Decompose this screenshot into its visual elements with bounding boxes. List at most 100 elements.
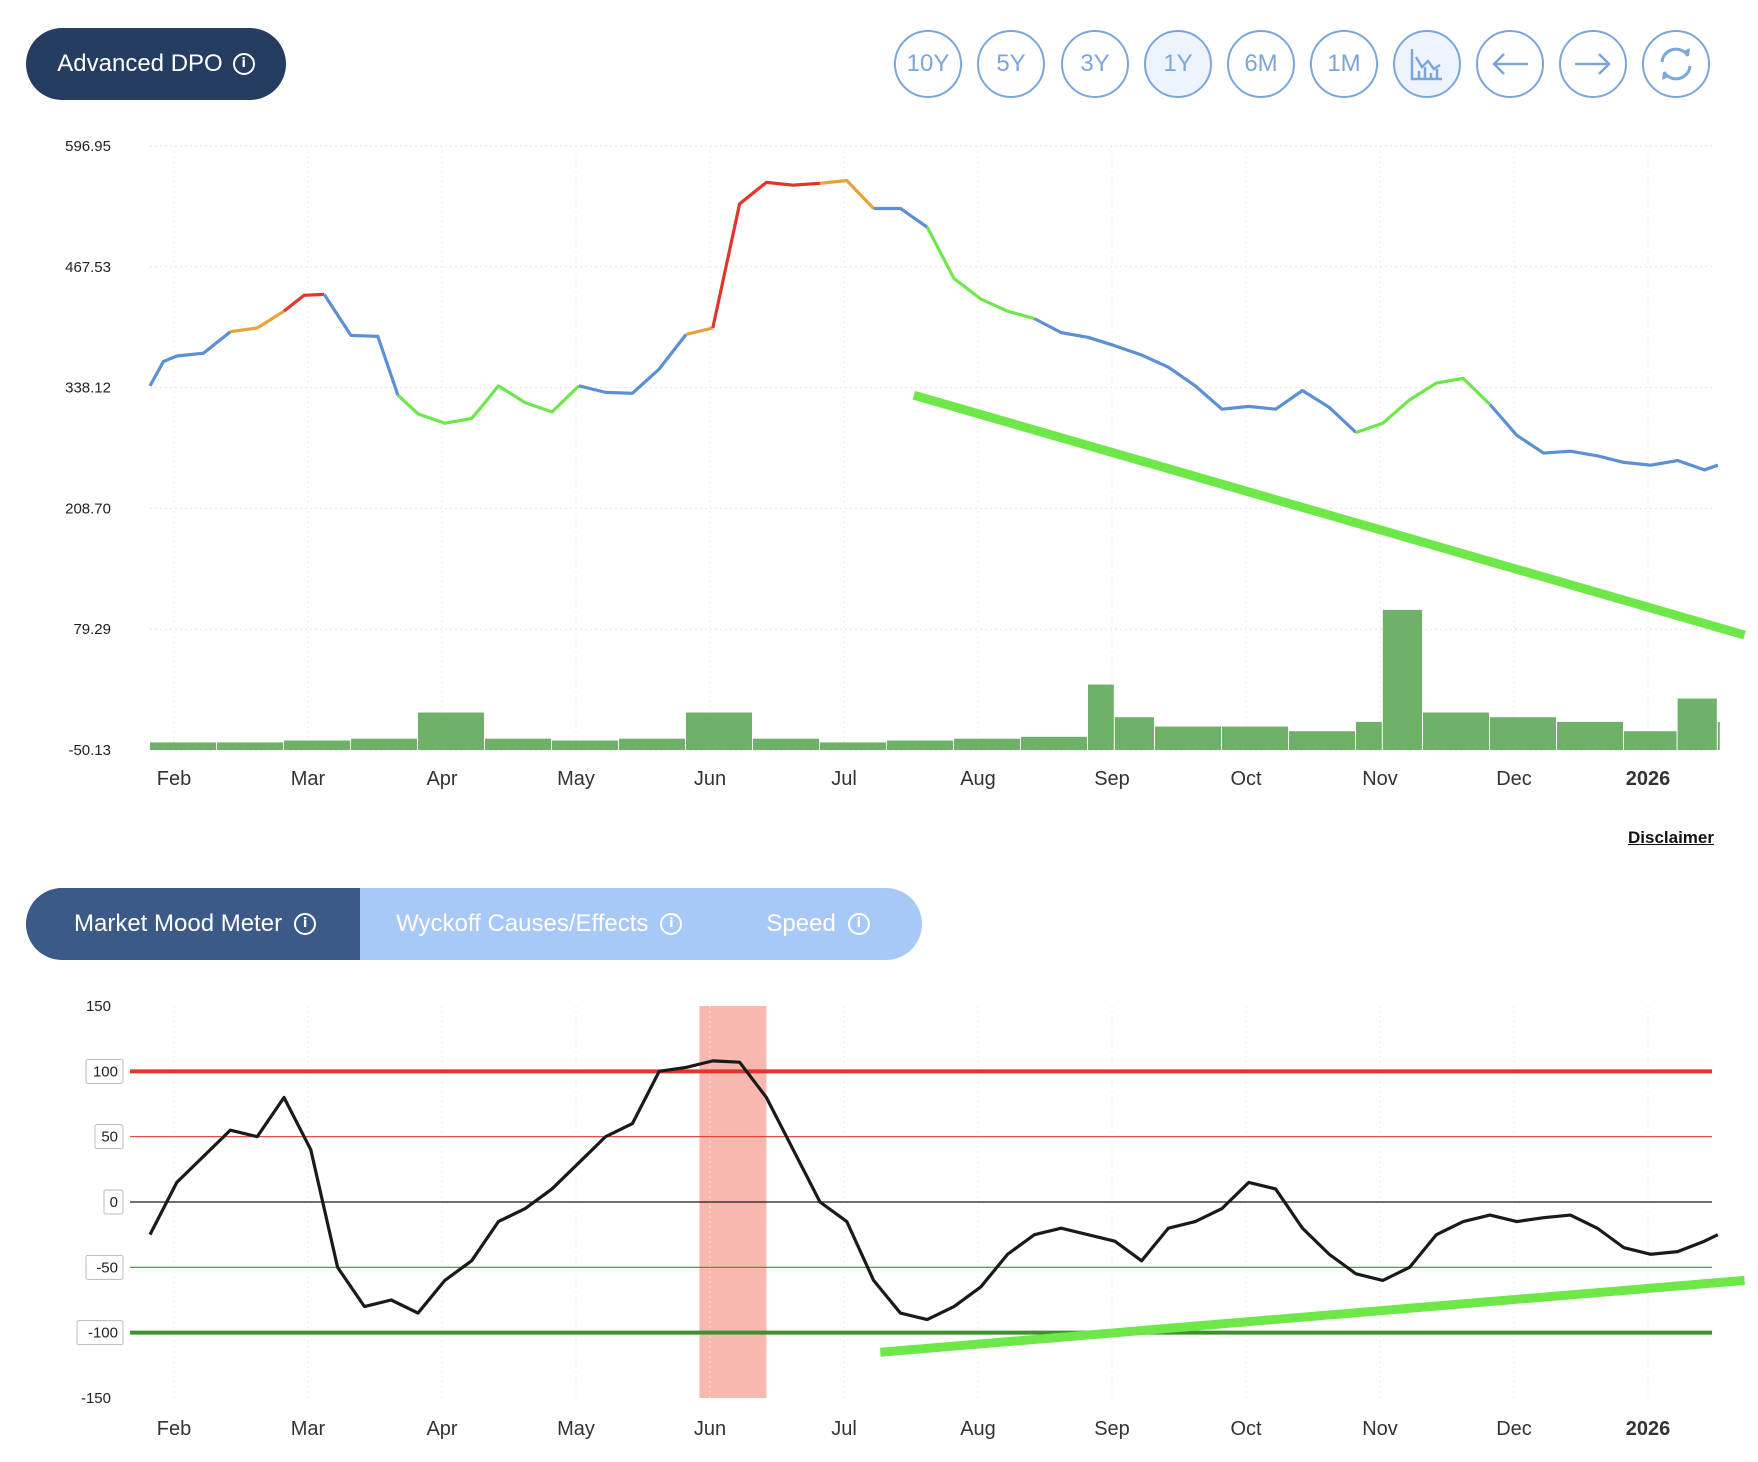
volume-bar bbox=[1088, 684, 1114, 750]
range-button-1m[interactable]: 1M bbox=[1310, 30, 1378, 98]
y-tick-label: -50 bbox=[96, 1259, 118, 1276]
info-icon[interactable]: i bbox=[847, 913, 870, 935]
range-label: 1Y bbox=[1163, 50, 1193, 77]
x-tick-label: Nov bbox=[1362, 1418, 1398, 1440]
x-tick-label: Aug bbox=[960, 1418, 996, 1440]
prev-button[interactable] bbox=[1476, 30, 1544, 98]
chart-type-button[interactable] bbox=[1393, 30, 1461, 98]
disclaimer-link[interactable]: Disclaimer bbox=[1628, 828, 1714, 847]
price-line-segment bbox=[1488, 403, 1719, 472]
x-tick-label: Jun bbox=[694, 1418, 726, 1440]
volume-bar bbox=[1557, 721, 1623, 750]
range-button-6m[interactable]: 6M bbox=[1227, 30, 1295, 98]
x-tick-label: 2026 bbox=[1626, 768, 1671, 790]
range-button-10y[interactable]: 10Y bbox=[894, 30, 962, 98]
y-tick-label: -50.13 bbox=[68, 742, 111, 759]
x-tick-label: Mar bbox=[291, 768, 326, 790]
x-tick-label: Feb bbox=[157, 768, 191, 790]
price-line-segment bbox=[230, 309, 285, 334]
y-tick-label: 0 bbox=[110, 1194, 118, 1211]
volume-bar bbox=[1021, 736, 1087, 750]
y-tick-label: 467.53 bbox=[65, 259, 111, 276]
indicator-tabs: Market Mood Meter i Wyckoff Causes/Effec… bbox=[26, 888, 922, 960]
trend-line bbox=[879, 1275, 1745, 1357]
tab-label: Market Mood Meter bbox=[74, 910, 283, 937]
arrow-left-icon bbox=[1492, 53, 1528, 75]
range-label: 1M bbox=[1327, 50, 1361, 77]
x-tick-label: Apr bbox=[426, 1418, 457, 1440]
volume-bar bbox=[954, 738, 1020, 750]
volume-bar bbox=[217, 742, 283, 750]
price-line-segment bbox=[685, 326, 714, 337]
x-tick-label: Oct bbox=[1230, 768, 1262, 790]
next-button[interactable] bbox=[1559, 30, 1627, 98]
y-tick-label: 596.95 bbox=[65, 138, 111, 155]
x-tick-label: Jul bbox=[831, 768, 857, 790]
x-tick-label: Oct bbox=[1230, 1418, 1262, 1440]
info-icon[interactable]: i bbox=[660, 913, 683, 935]
dpo-price-chart: 596.95 467.53 338.12 208.70 79.29 -50.13 Feb Ma… bbox=[65, 138, 1746, 790]
x-tick-label: May bbox=[557, 1418, 595, 1440]
range-button-3y[interactable]: 3Y bbox=[1061, 30, 1129, 98]
price-line-segment bbox=[1355, 376, 1492, 435]
volume-bar bbox=[1624, 731, 1677, 750]
tab-wyckoff[interactable]: Wyckoff Causes/Effects i bbox=[360, 888, 683, 960]
price-line-segment bbox=[578, 333, 688, 395]
y-tick-label: 150 bbox=[86, 998, 111, 1015]
y-tick-label: 100 bbox=[93, 1063, 118, 1080]
y-tick-box bbox=[76, 1320, 124, 1346]
y-tick-label: 208.70 bbox=[65, 500, 111, 517]
chart-type-icon bbox=[1410, 49, 1442, 81]
market-mood-chart: Feb Mar Apr May Jun Jul Aug Sep Oct Nov Dec 2026 150… bbox=[76, 998, 1745, 1440]
volume-bar bbox=[1155, 726, 1221, 750]
price-line-segment bbox=[322, 293, 400, 396]
price-line-segment bbox=[711, 180, 821, 329]
x-tick-label: Apr bbox=[426, 768, 457, 790]
x-tick-label: Mar bbox=[291, 1418, 326, 1440]
tab-market-mood-meter[interactable]: Market Mood Meter i bbox=[26, 888, 361, 960]
volume-bar bbox=[418, 712, 484, 750]
price-line-segment bbox=[925, 226, 1035, 321]
volume-bar bbox=[284, 740, 350, 750]
price-line-segment bbox=[1033, 317, 1358, 434]
info-icon[interactable]: i bbox=[232, 53, 255, 75]
y-tick-box bbox=[85, 1058, 124, 1084]
price-line-segment bbox=[148, 330, 232, 387]
y-tick-label: 50 bbox=[101, 1129, 118, 1146]
volume-bar bbox=[351, 738, 417, 750]
refresh-button[interactable] bbox=[1642, 30, 1710, 98]
arrow-right-icon bbox=[1575, 53, 1611, 75]
volume-bar bbox=[1717, 721, 1720, 750]
range-label: 6M bbox=[1244, 50, 1278, 77]
advanced-dpo-badge[interactable]: Advanced DPO i bbox=[26, 28, 286, 100]
info-icon[interactable]: i bbox=[294, 913, 317, 935]
price-line-segment bbox=[396, 384, 580, 425]
trend-line bbox=[912, 390, 1746, 640]
volume-bar bbox=[1677, 698, 1717, 750]
volume-bar bbox=[753, 738, 819, 750]
chart-title: Advanced DPO bbox=[57, 50, 223, 77]
tab-speed[interactable]: Speed i bbox=[682, 888, 870, 960]
volume-bar bbox=[619, 738, 685, 750]
range-label: 10Y bbox=[906, 50, 950, 77]
volume-bar bbox=[1356, 721, 1382, 750]
x-tick-label: Feb bbox=[157, 1418, 191, 1440]
x-tick-label: Dec bbox=[1496, 1418, 1532, 1440]
range-button-1y[interactable]: 1Y bbox=[1144, 30, 1212, 98]
volume-bar bbox=[1222, 726, 1288, 750]
range-button-5y[interactable]: 5Y bbox=[977, 30, 1045, 98]
x-tick-label: Jul bbox=[831, 1418, 857, 1440]
volume-bar bbox=[820, 742, 886, 750]
range-label: 5Y bbox=[996, 50, 1026, 77]
y-tick-box bbox=[103, 1189, 124, 1215]
y-tick-label: -100 bbox=[88, 1325, 118, 1342]
price-line-segment bbox=[819, 178, 875, 210]
x-tick-label: Jun bbox=[694, 768, 726, 790]
volume-bar bbox=[1382, 609, 1422, 750]
volume-bar bbox=[150, 742, 216, 750]
x-tick-label: May bbox=[557, 768, 595, 790]
y-tick-label: 338.12 bbox=[65, 380, 111, 397]
price-line-segment bbox=[873, 206, 929, 229]
volume-bar bbox=[485, 738, 551, 750]
tab-label: Speed bbox=[766, 910, 836, 937]
